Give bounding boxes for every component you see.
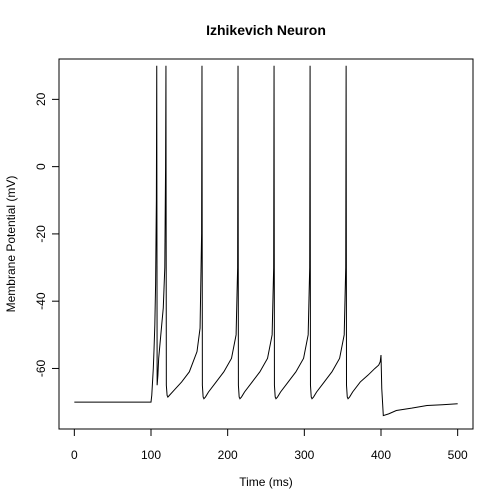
y-axis-label: Membrane Potential (mV) (4, 176, 18, 313)
y-tick-label-1: -40 (34, 292, 48, 310)
x-tick-label-1: 100 (141, 448, 161, 462)
x-axis-ticks: 0 100 200 300 400 500 (71, 429, 468, 462)
chart-title: Izhikevich Neuron (206, 22, 326, 38)
y-tick-label-0: -60 (34, 359, 48, 377)
y-tick-label-3: 0 (34, 163, 48, 170)
y-axis-ticks: -60 -40 -20 0 20 (34, 92, 59, 377)
x-tick-label-4: 400 (371, 448, 391, 462)
y-tick-label-2: -20 (34, 225, 48, 243)
plot-area-border (58, 58, 474, 430)
x-axis-label: Time (ms) (239, 475, 293, 489)
x-tick-label-5: 500 (448, 448, 468, 462)
y-tick-label-4: 20 (34, 92, 48, 106)
membrane-potential-line-0 (74, 65, 458, 417)
x-tick-label-0: 0 (71, 448, 78, 462)
series-layer (74, 65, 458, 417)
x-tick-label-3: 300 (294, 448, 314, 462)
x-tick-label-2: 200 (218, 448, 238, 462)
